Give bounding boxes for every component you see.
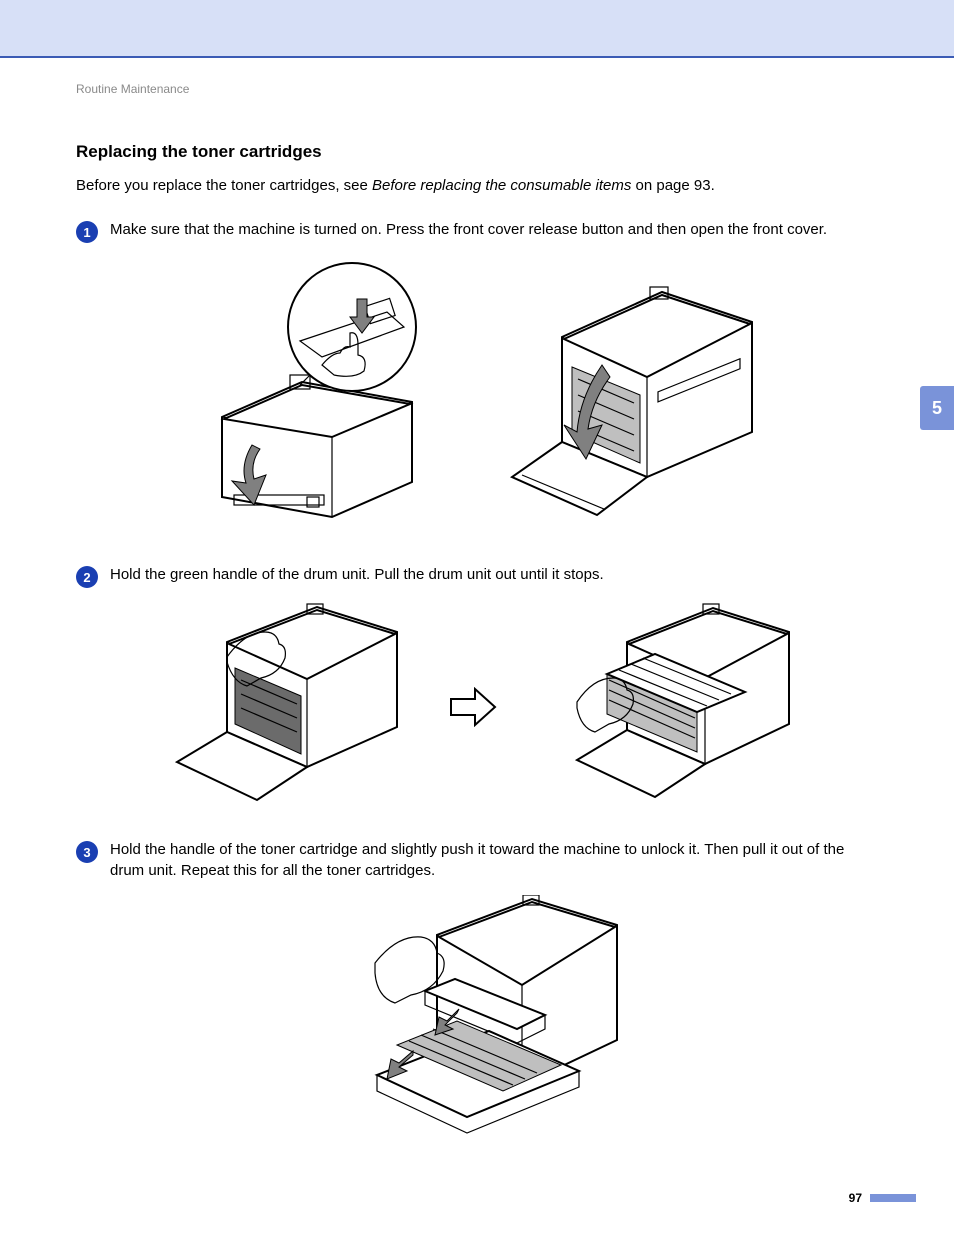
step-3-figures [76,895,878,1155]
step-1-text: Make sure that the machine is turned on.… [110,220,827,240]
intro-text: Before you replace the toner cartridges,… [76,176,878,196]
intro-prefix: Before you replace the toner cartridges,… [76,177,372,194]
step-1-figures [76,257,878,537]
section-title: Replacing the toner cartridges [76,142,878,162]
figure-remove-toner [317,895,637,1155]
intro-reference-link[interactable]: Before replacing the consumable items [372,177,631,194]
sequence-arrow-icon [447,687,497,727]
step-2: 2 Hold the green handle of the drum unit… [76,565,878,588]
chapter-tab[interactable]: 5 [920,386,954,430]
page-number: 97 [849,1191,862,1205]
step-2-text: Hold the green handle of the drum unit. … [110,565,604,585]
step-2-figures [76,602,878,812]
step-bullet-2: 2 [76,566,98,588]
footer-accent-bar [870,1194,916,1202]
page-body: Routine Maintenance Replacing the toner … [0,58,954,1235]
step-bullet-3: 3 [76,841,98,863]
figure-printer-open-cover [482,267,772,527]
header-band [0,0,954,58]
step-3-text: Hold the handle of the toner cartridge a… [110,840,878,881]
step-bullet-1: 1 [76,221,98,243]
breadcrumb: Routine Maintenance [76,82,878,96]
figure-printer-release-button [182,257,442,537]
figure-hold-drum-handle [157,602,407,812]
step-3: 3 Hold the handle of the toner cartridge… [76,840,878,881]
page-footer: 97 [849,1191,916,1205]
step-1: 1 Make sure that the machine is turned o… [76,220,878,243]
intro-suffix: on page 93. [631,177,714,194]
figure-drum-pulled-out [537,602,797,812]
